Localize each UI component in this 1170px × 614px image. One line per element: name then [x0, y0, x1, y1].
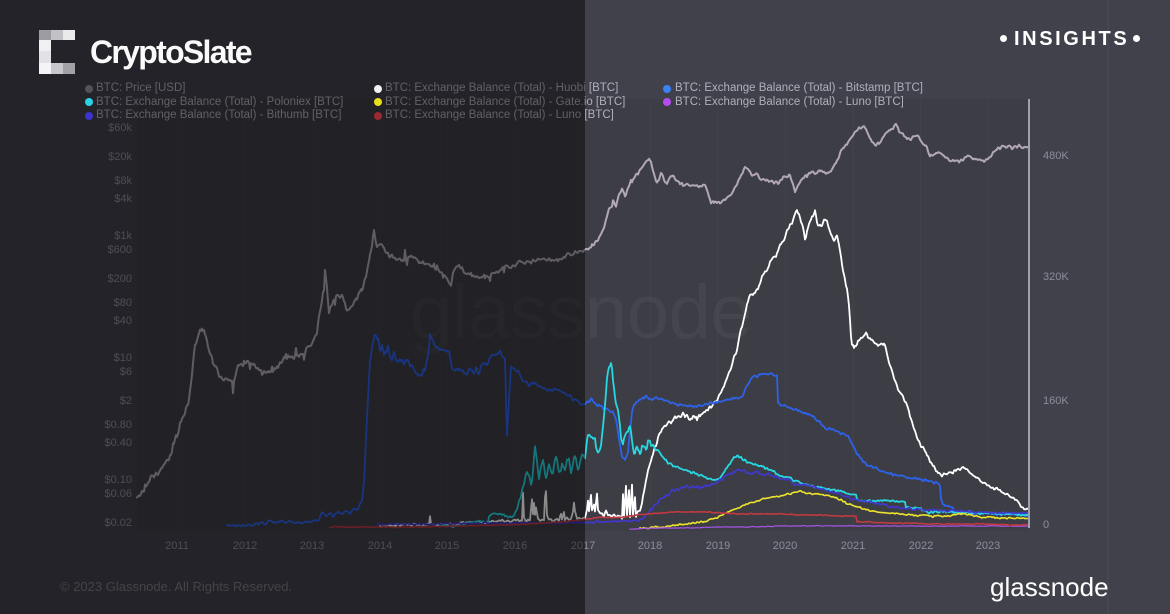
- svg-text:2018: 2018: [638, 540, 662, 552]
- svg-text:$0.06: $0.06: [104, 488, 132, 500]
- svg-text:2022: 2022: [909, 540, 933, 552]
- svg-text:320K: 320K: [1043, 271, 1069, 283]
- svg-text:$0.02: $0.02: [104, 517, 132, 529]
- svg-text:$6: $6: [120, 366, 132, 378]
- svg-text:$0.10: $0.10: [104, 474, 132, 486]
- svg-text:$200: $200: [108, 273, 132, 285]
- svg-text:160K: 160K: [1043, 395, 1069, 407]
- svg-text:$40: $40: [114, 315, 132, 327]
- svg-text:480K: 480K: [1043, 150, 1069, 162]
- svg-text:2021: 2021: [841, 540, 865, 552]
- svg-text:$0.40: $0.40: [104, 437, 132, 449]
- svg-text:2017: 2017: [571, 540, 595, 552]
- svg-text:$60k: $60k: [108, 122, 132, 134]
- svg-text:$20k: $20k: [108, 151, 132, 163]
- svg-text:© 2023 Glassnode. All Rights R: © 2023 Glassnode. All Rights Reserved.: [60, 579, 292, 594]
- svg-text:glassnode: glassnode: [410, 270, 752, 355]
- svg-text:$10: $10: [114, 352, 132, 364]
- svg-text:$600: $600: [108, 244, 132, 256]
- svg-text:$2: $2: [120, 395, 132, 407]
- svg-text:2023: 2023: [976, 540, 1000, 552]
- svg-text:0: 0: [1043, 519, 1049, 531]
- svg-text:$80: $80: [114, 297, 132, 309]
- svg-text:2015: 2015: [435, 540, 459, 552]
- svg-text:$8k: $8k: [114, 175, 132, 187]
- svg-text:$1k: $1k: [114, 230, 132, 242]
- svg-text:2013: 2013: [300, 540, 324, 552]
- svg-text:2019: 2019: [706, 540, 730, 552]
- svg-text:2012: 2012: [233, 540, 257, 552]
- svg-text:2011: 2011: [165, 540, 189, 552]
- svg-text:$4k: $4k: [114, 193, 132, 205]
- svg-text:2014: 2014: [368, 540, 392, 552]
- svg-text:$0.80: $0.80: [104, 419, 132, 431]
- svg-text:2016: 2016: [503, 540, 527, 552]
- svg-text:2020: 2020: [773, 540, 797, 552]
